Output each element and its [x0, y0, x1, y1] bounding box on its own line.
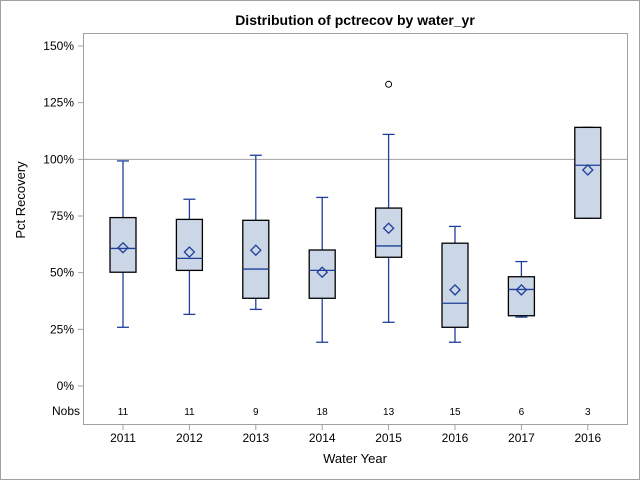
- box: [242, 219, 270, 299]
- nobs-value: 13: [383, 407, 395, 418]
- nobs-value: 6: [519, 407, 525, 418]
- y-tick-label: 125%: [43, 96, 74, 110]
- box: [109, 216, 137, 273]
- box: [175, 218, 204, 272]
- y-tick-label: 0%: [57, 379, 75, 393]
- y-tick-label: 25%: [50, 322, 74, 336]
- y-axis: 0% 25% 50% 75% 100% 125% 150%: [43, 39, 83, 393]
- y-tick-label: 75%: [50, 209, 74, 223]
- mean-marker: [382, 222, 395, 235]
- x-tick-label: 2012: [176, 431, 203, 445]
- x-axis-label: Water Year: [323, 451, 388, 466]
- x-tick-label: 2015: [375, 431, 402, 445]
- mean-marker: [249, 244, 262, 257]
- y-tick-label: 150%: [43, 39, 74, 53]
- x-tick-label: 2013: [242, 431, 269, 445]
- nobs-value: 18: [317, 407, 329, 418]
- mean-marker: [581, 164, 594, 176]
- box: [574, 126, 602, 219]
- x-tick-label: 2016: [442, 431, 469, 445]
- y-tick-label: 100%: [43, 152, 74, 166]
- nobs-value: 15: [449, 407, 461, 418]
- outlier-point: [385, 80, 393, 88]
- x-tick-label: 2014: [309, 431, 336, 445]
- box: [308, 249, 336, 299]
- nobs-value: 3: [585, 407, 591, 418]
- mean-marker: [117, 241, 129, 254]
- mean-marker: [183, 246, 196, 258]
- x-tick-label: 2011: [110, 431, 136, 445]
- mean-marker: [316, 266, 329, 279]
- nobs-label: Nobs: [52, 404, 80, 418]
- x-axis: 2011 11 2012 11 2013 9 2014 18 2015 13 2016 15 2017 6…: [110, 407, 601, 445]
- plot-frame: [83, 33, 628, 425]
- box-marks: [84, 80, 627, 343]
- x-tick-label: 2016: [574, 431, 601, 445]
- box: [507, 276, 536, 317]
- nobs-value: 11: [118, 407, 129, 418]
- nobs-value: 11: [184, 407, 195, 418]
- box: [441, 242, 469, 328]
- y-axis-label: Pct Recovery: [13, 161, 28, 239]
- nobs-value: 9: [253, 407, 259, 418]
- chart-title: Distribution of pctrecov by water_yr: [235, 12, 475, 28]
- mean-marker: [515, 283, 528, 296]
- mean-marker: [449, 283, 461, 296]
- y-tick-label: 50%: [50, 266, 74, 280]
- x-tick-label: 2017: [508, 431, 535, 445]
